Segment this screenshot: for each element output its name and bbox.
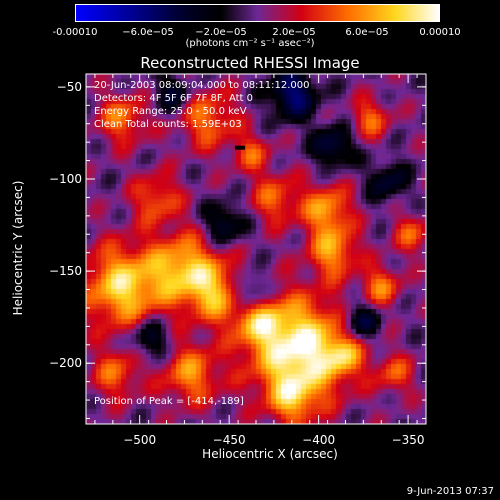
colorbar-tick-label: −6.0e−05: [122, 27, 174, 38]
x-tick-label: −350: [391, 433, 425, 447]
colorbar: [75, 4, 440, 22]
colorbar-tick-label: 2.0e−05: [272, 27, 316, 38]
colorbar-tick-label: −2.0e−05: [195, 27, 247, 38]
colorbar-tick-label: 0.00010: [419, 27, 461, 38]
x-tick-label: −400: [302, 433, 336, 447]
time-range-annotation: 20-Jun-2003 08:09:04.000 to 08:11:12.000: [94, 80, 310, 91]
detectors-annotation: Detectors: 4F 5F 6F 7F 8F, Att 0: [94, 93, 254, 104]
chart-title: Reconstructed RHESSI Image: [140, 54, 360, 72]
footer-timestamp: 9-Jun-2013 07:37: [406, 486, 494, 497]
clean-counts-annotation: Clean Total counts: 1.59E+03: [94, 119, 242, 130]
energy-range-annotation: Energy Range: 25.0 - 50.0 keV: [94, 106, 247, 117]
colorbar-tick-label: 6.0e−05: [345, 27, 389, 38]
y-tick-label: −50: [56, 79, 82, 94]
y-tick-label: −200: [49, 356, 82, 371]
colorbar-tick-label: -0.00010: [52, 27, 98, 38]
y-tick-label: −150: [49, 264, 82, 279]
x-tick-label: −450: [212, 433, 246, 447]
x-axis-label: Heliocentric X (arcsec): [202, 447, 338, 461]
peak-position-annotation: Position of Peak = [-414,-189]: [94, 396, 244, 407]
y-axis-label: Heliocentric Y (arcsec): [11, 180, 25, 316]
x-tick-label: −500: [123, 433, 157, 447]
colorbar-units-label: (photons cm⁻² s⁻¹ asec⁻²): [185, 38, 315, 49]
y-tick-label: −100: [49, 172, 82, 186]
